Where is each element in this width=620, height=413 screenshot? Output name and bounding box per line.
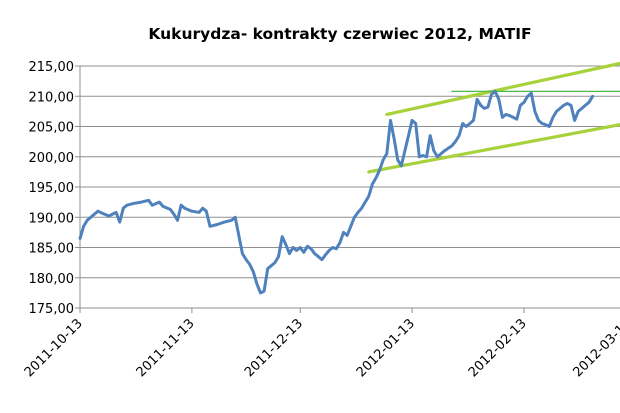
y-tick-label: 175,00 — [29, 302, 75, 317]
x-tick-label: 2012-03-13 — [571, 316, 620, 380]
x-tick-labels: 2011-10-13 2011-11-13 2011-12-13 2012-01-13… — [22, 316, 620, 380]
x-tick-label: 2012-01-13 — [354, 316, 418, 380]
y-tick-label: 200,00 — [29, 151, 75, 166]
x-tick-label: 2011-10-13 — [22, 316, 86, 380]
y-tick-label: 205,00 — [29, 121, 75, 136]
price-series-line — [78, 89, 595, 295]
y-tick-label: 180,00 — [29, 272, 75, 287]
grid-lines — [80, 65, 620, 279]
axes — [75, 65, 620, 313]
x-tick-label: 2011-12-13 — [242, 316, 306, 380]
x-tick-label: 2012-02-13 — [466, 316, 530, 380]
trend-lower-line — [367, 123, 620, 174]
y-tick-label: 190,00 — [29, 211, 75, 226]
y-tick-labels: 175,00 180,00 185,00 190,00 195,00 200,00 205,… — [29, 60, 75, 317]
trend-upper-line — [385, 61, 620, 117]
trend-lines — [367, 61, 620, 174]
y-tick-label: 215,00 — [29, 60, 75, 75]
y-tick-label: 210,00 — [29, 90, 75, 105]
y-tick-label: 195,00 — [29, 181, 75, 196]
chart-title: Kukurydza- kontrakty czerwiec 2012, MATI… — [148, 25, 531, 43]
series-layer — [78, 89, 595, 295]
y-tick-label: 185,00 — [29, 242, 75, 257]
x-tick-label: 2011-11-13 — [134, 316, 198, 380]
